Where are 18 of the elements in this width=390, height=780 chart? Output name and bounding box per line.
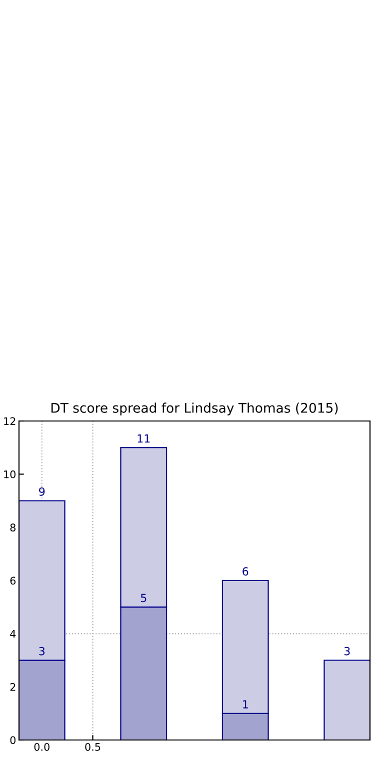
y-tick-label: 4 (10, 630, 16, 638)
bar (324, 660, 370, 740)
total-label: 3 (344, 646, 350, 656)
y-tick-label: 12 (4, 417, 16, 425)
total-label: 11 (138, 434, 150, 442)
y-tick-label: 0 (10, 736, 16, 744)
x-tick-label: 0.0 (34, 742, 50, 751)
data-label: 3 (39, 646, 45, 656)
x-tick-label: 0.5 (85, 742, 100, 751)
data-label: 1 (243, 700, 248, 708)
chart-title: DT score spread for Lindsay Thomas (2015) (51, 402, 338, 416)
y-tick-label: 8 (10, 524, 16, 532)
y-tick-label: 6 (10, 576, 16, 585)
total-label: 6 (242, 567, 248, 576)
y-tick-label: 2 (10, 683, 16, 691)
data-label: 5 (140, 594, 146, 602)
y-tick-label: 10 (4, 470, 16, 478)
total-label: 9 (39, 487, 45, 496)
